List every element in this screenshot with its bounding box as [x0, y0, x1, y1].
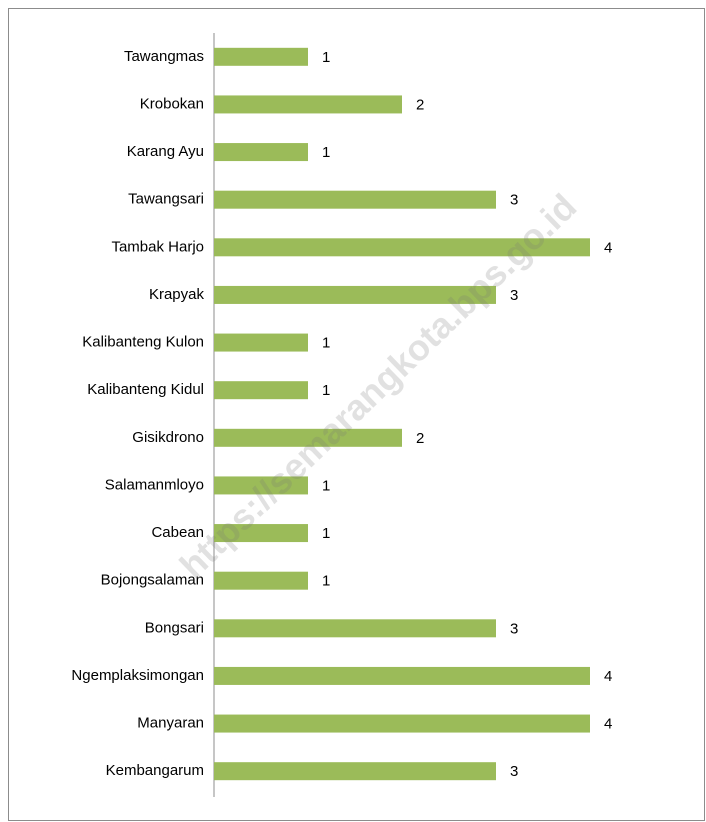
- bar: [214, 762, 496, 781]
- y-tick-label: Manyaran: [137, 715, 204, 732]
- y-tick-label: Bojongsalaman: [101, 572, 204, 589]
- data-label: 1: [322, 144, 330, 161]
- bar: [214, 190, 496, 209]
- y-tick-label: Ngemplaksimongan: [71, 667, 204, 684]
- data-label: 4: [604, 239, 612, 256]
- data-label: 1: [322, 335, 330, 352]
- bar: [214, 619, 496, 638]
- bar: [214, 95, 402, 114]
- y-tick-label: Bongsari: [145, 619, 204, 636]
- data-label: 4: [604, 716, 612, 733]
- y-tick-label: Krobokan: [140, 95, 204, 112]
- data-label: 1: [322, 49, 330, 66]
- bar: [214, 476, 308, 495]
- bar: [214, 714, 590, 733]
- data-label: 1: [322, 573, 330, 590]
- data-label: 2: [416, 430, 424, 447]
- y-tick-label: Gisikdrono: [132, 429, 204, 446]
- y-tick-label: Kalibanteng Kidul: [87, 381, 204, 398]
- data-label: 4: [604, 668, 612, 685]
- bar: [214, 381, 308, 400]
- data-label: 3: [510, 763, 518, 780]
- data-label: 2: [416, 96, 424, 113]
- bar: [214, 524, 308, 543]
- y-tick-label: Tambak Harjo: [111, 238, 204, 255]
- chart-frame: [8, 8, 705, 821]
- data-label: 3: [510, 287, 518, 304]
- data-label: 3: [510, 620, 518, 637]
- y-tick-label: Krapyak: [149, 286, 205, 303]
- bar: [214, 285, 496, 304]
- bar: [214, 238, 590, 257]
- y-tick-label: Tawangsari: [128, 191, 204, 208]
- bar: [214, 666, 590, 685]
- y-tick-label: Karang Ayu: [127, 143, 204, 160]
- y-tick-label: Tawangmas: [124, 48, 204, 65]
- data-label: 1: [322, 477, 330, 494]
- y-tick-label: Salamanmloyo: [105, 476, 204, 493]
- bar: [214, 333, 308, 352]
- bar: [214, 571, 308, 590]
- y-tick-label: Kembangarum: [106, 762, 204, 779]
- bar: [214, 47, 308, 66]
- data-label: 1: [322, 382, 330, 399]
- y-tick-label: Kalibanteng Kulon: [82, 334, 204, 351]
- bar: [214, 428, 402, 447]
- data-label: 1: [322, 525, 330, 542]
- y-tick-label: Cabean: [151, 524, 204, 541]
- bar: [214, 143, 308, 162]
- data-label: 3: [510, 192, 518, 209]
